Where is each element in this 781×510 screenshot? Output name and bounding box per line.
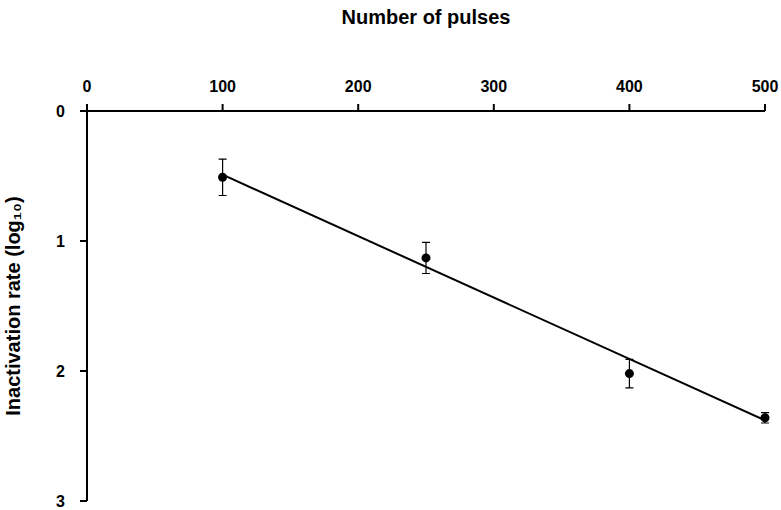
y-axis-title: Inactivation rate (log₁₀) (2, 196, 24, 416)
x-tick-label: 500 (752, 78, 779, 95)
data-point (218, 173, 227, 182)
x-tick-label: 200 (345, 78, 372, 95)
x-tick (86, 104, 88, 111)
x-tick (493, 104, 495, 111)
y-tick (80, 370, 87, 372)
x-tick-label: 400 (616, 78, 643, 95)
x-tick-label: 100 (209, 78, 236, 95)
error-bar (761, 413, 769, 423)
x-tick (222, 104, 224, 111)
plot-area (218, 159, 769, 423)
chart: Number of pulses Inactivation rate (log₁₀… (0, 0, 781, 510)
data-point (625, 369, 634, 378)
data-point (422, 253, 431, 262)
x-tick (764, 104, 766, 111)
x-tick (628, 104, 630, 111)
y-tick (80, 110, 87, 112)
x-axis-title: Number of pulses (342, 6, 511, 28)
x-tick (357, 104, 359, 111)
x-tick-label: 0 (83, 78, 92, 95)
error-bar (219, 159, 227, 195)
y-tick-label: 3 (56, 493, 65, 510)
error-bar (625, 359, 633, 388)
x-tick-label: 300 (480, 78, 507, 95)
y-tick-label: 0 (56, 103, 65, 120)
y-tick (80, 500, 87, 502)
x-axis-line (87, 110, 765, 112)
y-tick (80, 240, 87, 242)
y-axis-line (86, 111, 88, 501)
data-point (761, 413, 770, 422)
y-tick-label: 1 (56, 233, 65, 250)
fit-line (223, 175, 765, 421)
y-tick-label: 2 (56, 363, 65, 380)
